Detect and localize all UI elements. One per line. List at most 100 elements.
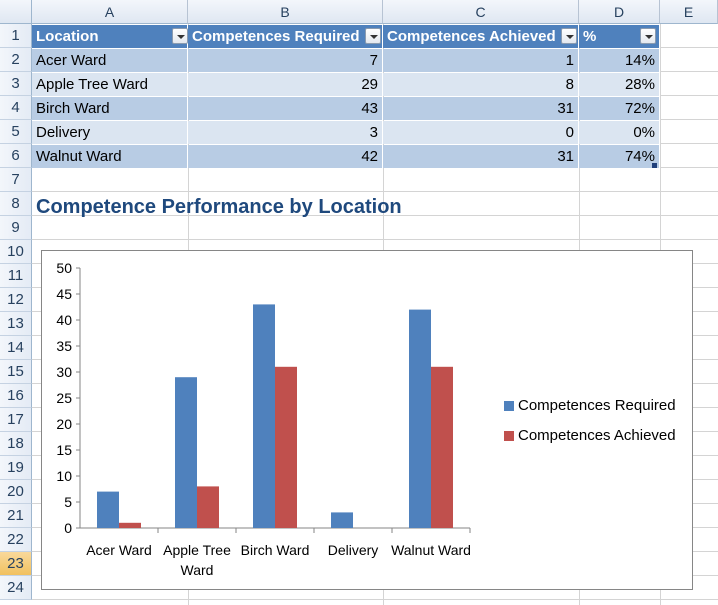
y-tick-label: 25 [56, 390, 72, 406]
header-cell-location[interactable]: Location [32, 25, 188, 48]
cell-percent[interactable]: 72% [579, 97, 660, 120]
filter-dropdown-percent[interactable] [640, 28, 656, 44]
cell-achieved[interactable]: 31 [383, 97, 579, 120]
y-tick-label: 15 [56, 442, 72, 458]
cell-required[interactable]: 3 [188, 121, 383, 144]
row-header-20[interactable]: 20 [0, 480, 32, 504]
row-header-17[interactable]: 17 [0, 408, 32, 432]
filter-dropdown-achieved[interactable] [561, 28, 577, 44]
header-label: % [583, 28, 597, 45]
grid-row [32, 192, 718, 216]
cell-location[interactable]: Walnut Ward [32, 145, 188, 168]
cell-achieved[interactable]: 8 [383, 73, 579, 96]
row-header-21[interactable]: 21 [0, 504, 32, 528]
row-header-2[interactable]: 2 [0, 48, 32, 72]
row-header-14[interactable]: 14 [0, 336, 32, 360]
row-header-8[interactable]: 8 [0, 192, 32, 216]
y-tick-label: 50 [56, 260, 72, 276]
row-header-3[interactable]: 3 [0, 72, 32, 96]
cell-location[interactable]: Birch Ward [32, 97, 188, 120]
cell-required[interactable]: 43 [188, 97, 383, 120]
filter-dropdown-required[interactable] [365, 28, 381, 44]
cell-location[interactable]: Acer Ward [32, 49, 188, 72]
filter-dropdown-location[interactable] [172, 28, 188, 44]
row-header-12[interactable]: 12 [0, 288, 32, 312]
column-header-b[interactable]: B [188, 0, 383, 24]
column-header-c[interactable]: C [383, 0, 579, 24]
bar-required[interactable] [409, 309, 431, 528]
cell-required[interactable]: 29 [188, 73, 383, 96]
cell-percent[interactable]: 74% [579, 145, 660, 168]
row-header-1[interactable]: 1 [0, 24, 32, 48]
row-header-15[interactable]: 15 [0, 360, 32, 384]
y-tick-label: 35 [56, 338, 72, 354]
row-header-13[interactable]: 13 [0, 312, 32, 336]
table-row: Walnut Ward 42 31 74% [32, 145, 660, 168]
grid-row [32, 576, 718, 600]
y-tick-label: 45 [56, 286, 72, 302]
header-label: Location [36, 28, 99, 45]
table-row: Acer Ward 7 1 14% [32, 49, 660, 72]
grid-row [32, 168, 718, 192]
header-cell-percent[interactable]: % [579, 25, 660, 48]
row-header-9[interactable]: 9 [0, 216, 32, 240]
row-header-23[interactable]: 23 [0, 552, 32, 576]
bar-required[interactable] [331, 512, 353, 528]
row-header-22[interactable]: 22 [0, 528, 32, 552]
x-tick-label: Delivery [328, 542, 379, 558]
y-tick-label: 40 [56, 312, 72, 328]
column-header-d[interactable]: D [579, 0, 660, 24]
cell-achieved[interactable]: 31 [383, 145, 579, 168]
legend-swatch-achieved [504, 431, 514, 441]
x-tick-label: Apple Tree [163, 542, 231, 558]
legend-swatch-required [504, 401, 514, 411]
row-header-11[interactable]: 11 [0, 264, 32, 288]
row-header-16[interactable]: 16 [0, 384, 32, 408]
y-tick-label: 10 [56, 468, 72, 484]
row-header-5[interactable]: 5 [0, 120, 32, 144]
x-tick-label: Ward [181, 562, 214, 578]
row-header-6[interactable]: 6 [0, 144, 32, 168]
select-all-corner[interactable] [0, 0, 32, 24]
bar-achieved[interactable] [431, 366, 453, 528]
bar-achieved[interactable] [275, 366, 297, 528]
row-header-4[interactable]: 4 [0, 96, 32, 120]
header-cell-achieved[interactable]: Competences Achieved [383, 25, 579, 48]
legend-label-required: Competences Required [518, 397, 676, 414]
bar-required[interactable] [175, 377, 197, 528]
sheet-title[interactable]: Competence Performance by Location [36, 196, 402, 218]
chart-plot: 0 5 10 15 20 25 30 35 40 45 50 Acer Ward Apple Tree W… [56, 260, 471, 578]
row-header-24[interactable]: 24 [0, 576, 32, 600]
header-label: Competences Required [192, 28, 360, 45]
table-resize-handle[interactable] [652, 163, 657, 168]
y-tick-label: 30 [56, 364, 72, 380]
x-tick-label: Walnut Ward [391, 542, 471, 558]
cell-percent[interactable]: 14% [579, 49, 660, 72]
column-header-a[interactable]: A [32, 0, 188, 24]
table-row: Delivery 3 0 0% [32, 121, 660, 144]
header-cell-required[interactable]: Competences Required [188, 25, 383, 48]
cell-required[interactable]: 7 [188, 49, 383, 72]
cell-percent[interactable]: 0% [579, 121, 660, 144]
cell-required[interactable]: 42 [188, 145, 383, 168]
bar-required[interactable] [253, 304, 275, 528]
y-tick-label: 20 [56, 416, 72, 432]
bar-chart[interactable]: 0 5 10 15 20 25 30 35 40 45 50 Acer Ward Apple Tree W… [41, 250, 693, 590]
column-header-e[interactable]: E [660, 0, 718, 24]
row-header-18[interactable]: 18 [0, 432, 32, 456]
bar-achieved[interactable] [119, 522, 141, 528]
row-header-10[interactable]: 10 [0, 240, 32, 264]
table-row: Apple Tree Ward 29 8 28% [32, 73, 660, 96]
table-row: Birch Ward 43 31 72% [32, 97, 660, 120]
cell-achieved[interactable]: 1 [383, 49, 579, 72]
table-header-row: Location Competences Required Competence… [32, 25, 660, 48]
bar-achieved[interactable] [197, 486, 219, 528]
row-header-7[interactable]: 7 [0, 168, 32, 192]
cell-achieved[interactable]: 0 [383, 121, 579, 144]
cell-location[interactable]: Apple Tree Ward [32, 73, 188, 96]
cell-percent[interactable]: 28% [579, 73, 660, 96]
cell-location[interactable]: Delivery [32, 121, 188, 144]
row-header-19[interactable]: 19 [0, 456, 32, 480]
bar-required[interactable] [97, 491, 119, 528]
